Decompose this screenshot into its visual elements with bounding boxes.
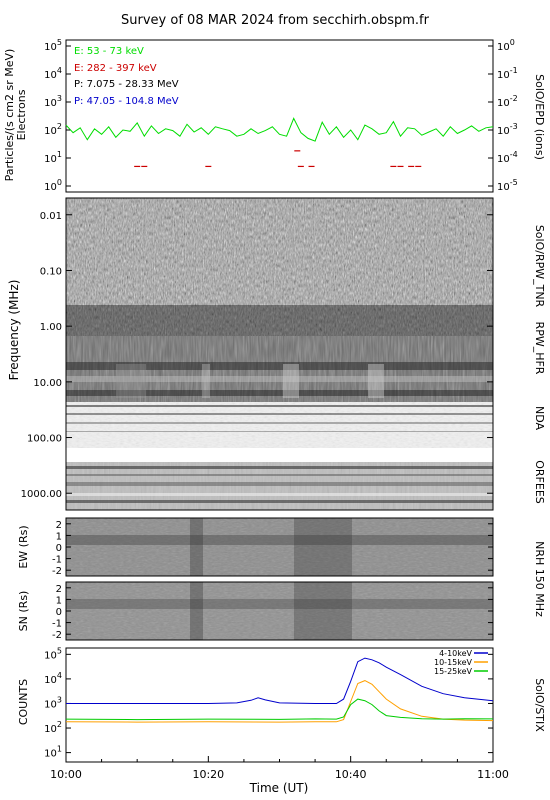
stix-tick-label: 101 [44, 745, 62, 760]
frequency-tick-label: 1000.00 [21, 489, 62, 500]
stix-legend-label: 15-25keV [434, 667, 473, 676]
frequency-tick-label: 0.01 [40, 211, 62, 222]
epd-right-tick-label: 10-3 [497, 122, 518, 137]
counts-axis-label: COUNTS [17, 679, 30, 725]
tnr-instrument-label: SolO/RPW_TNR [533, 225, 546, 308]
epd-legend-protons-low: P: 7.075 - 28.33 MeV [74, 79, 179, 90]
epd-right-tick-label: 10-2 [497, 94, 518, 109]
nrh-tick-label: 0 [56, 607, 62, 618]
time-axis-label: Time (UT) [249, 781, 309, 795]
time-tick-label: 10:20 [192, 768, 224, 781]
electrons-axis-label: Electrons [15, 89, 28, 140]
epd-left-tick-label: 101 [44, 150, 62, 165]
nda-instrument-label: NDA [533, 406, 546, 431]
epd-right-tick-label: 10-5 [497, 178, 518, 193]
epd-left-tick-label: 105 [44, 38, 62, 53]
epd-left-tick-label: 102 [44, 122, 62, 137]
epd-left-tick-label: 100 [44, 178, 62, 193]
nrh-tick-label: 2 [56, 520, 62, 531]
time-axis: 10:00 10:20 10:40 11:00 [50, 756, 509, 781]
epd-legend-electrons-high: E: 282 - 397 keV [74, 63, 157, 74]
nrh-instrument-label: NRH 150 MHz [533, 541, 546, 617]
frequency-axis: 0.01 0.10 1.00 10.00 100.00 1000.00 [21, 211, 493, 500]
stix-series-group [65, 657, 494, 723]
orfees-instrument-label: ORFEES [533, 460, 546, 504]
nrh-tick-label: -2 [52, 566, 62, 577]
nrh-tick-label: 1 [56, 531, 62, 542]
epd-left-tick-label: 103 [44, 94, 62, 109]
frequency-tick-label: 1.00 [40, 322, 62, 333]
epd-legend-protons-high: P: 47.05 - 104.8 MeV [74, 96, 179, 107]
nrh-sn-panel: 210-1-2 SN (Rs) NRH 150 MHz [17, 541, 546, 641]
nrh-ew-panel: 210-1-2 EW (Rs) [17, 517, 494, 577]
nrh-tick-label: -1 [52, 619, 62, 630]
stix-tick-label: 105 [44, 646, 62, 661]
epd-right-tick-label: 10-4 [497, 150, 518, 165]
stix-tick-label: 102 [44, 720, 62, 735]
stix-series-15-25keV [65, 698, 494, 721]
nrh-tick-label: 2 [56, 584, 62, 595]
ew-axis: 210-1-2 [52, 520, 493, 577]
time-tick-label: 10:00 [50, 768, 82, 781]
frequency-tick-label: 10.00 [33, 378, 62, 389]
epd-legend-electrons-low: E: 53 - 73 keV [74, 46, 144, 57]
stix-series-10-15keV [65, 680, 494, 723]
epd-left-tick-label: 104 [44, 66, 62, 81]
radio-spectrum-panel: 0.01 0.10 1.00 10.00 100.00 1000.00 Frequency… [7, 197, 546, 511]
stix-axis: 101 102 103 104 105 [44, 646, 493, 760]
sn-axis: 210-1-2 [52, 584, 493, 641]
particles-axis-label: Particles/(s cm2 sr MeV) [3, 49, 16, 182]
epd-right-axis: 10-5 10-4 10-3 10-2 10-1 100 [488, 38, 518, 193]
frequency-axis-label: Frequency (MHz) [7, 280, 21, 381]
ew-axis-label: EW (Rs) [17, 525, 30, 568]
figure-title: Survey of 08 MAR 2024 from secchirh.obsp… [121, 13, 430, 28]
stix-series-4-10keV [66, 657, 494, 704]
epd-right-tick-label: 10-1 [497, 66, 518, 81]
epd-electrons-low-line [65, 117, 494, 142]
time-tick-label: 10:40 [335, 768, 367, 781]
epd-legend: E: 53 - 73 keV E: 282 - 397 keV P: 7.075… [74, 46, 179, 107]
epd-left-axis: 100 101 102 103 104 105 [44, 38, 71, 193]
nrh-tick-label: -2 [52, 630, 62, 641]
stix-legend-label: 10-15keV [434, 658, 473, 667]
stix-instrument-label: SolO/STIX [533, 678, 546, 732]
epd-instrument-label: SolO/EPD (ions) [533, 74, 546, 160]
nrh-tick-label: 0 [56, 543, 62, 554]
time-tick-label: 11:00 [477, 768, 509, 781]
epd-series-group [65, 117, 494, 168]
nrh-tick-label: -1 [52, 555, 62, 566]
stix-tick-label: 103 [44, 695, 62, 710]
frequency-tick-label: 0.10 [40, 266, 62, 277]
frequency-tick-label: 100.00 [27, 434, 62, 445]
nrh-tick-label: 1 [56, 595, 62, 606]
stix-tick-label: 104 [44, 671, 62, 686]
stix-legend-label: 4-10keV [439, 649, 472, 658]
sn-axis-label: SN (Rs) [17, 591, 30, 632]
hfr-instrument-label: RPW_HFR [533, 322, 546, 375]
epd-right-tick-label: 100 [497, 38, 515, 53]
